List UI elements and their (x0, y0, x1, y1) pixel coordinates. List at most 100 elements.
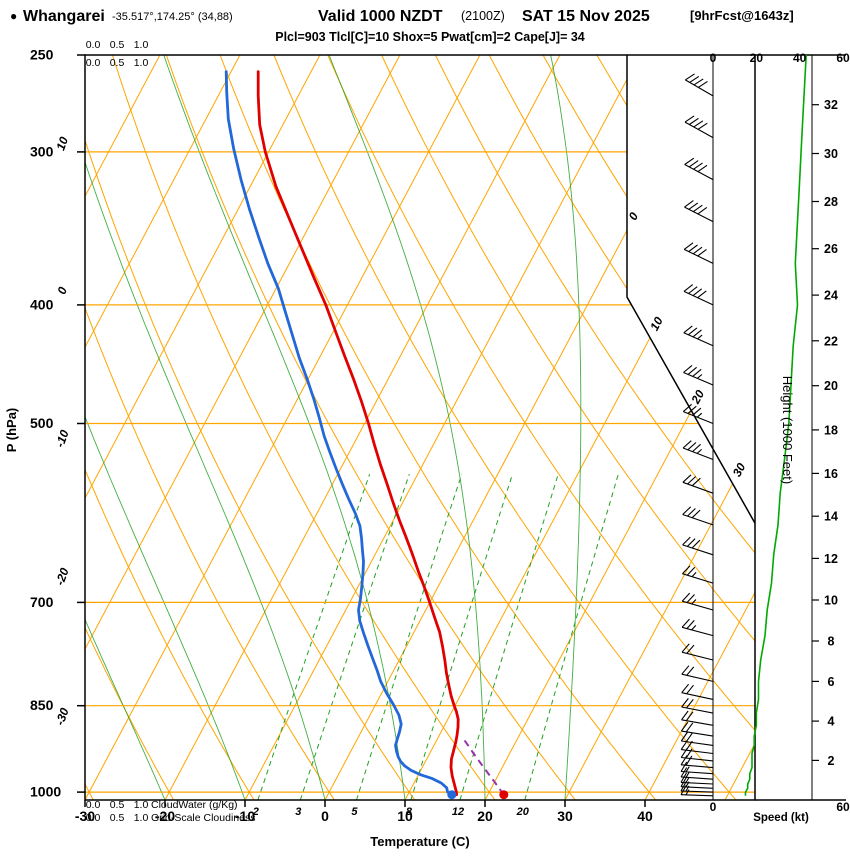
wind-barb-half-feather (685, 766, 690, 773)
wind-barb-staff (683, 332, 714, 347)
wind-barb-half-feather (691, 572, 697, 578)
pressure-tick-label: 850 (30, 697, 54, 713)
valid-time: Valid 1000 NZDT (318, 8, 443, 25)
height-tick-label: 24 (824, 289, 838, 303)
wind-barb-feather (681, 710, 689, 721)
speed-tick-label-bottom: 60 (836, 800, 850, 814)
wind-barb-feather (684, 115, 695, 123)
mixing-ratio-line (459, 474, 559, 800)
height-tick-label: 2 (828, 754, 835, 768)
wind-barb-feather (691, 477, 701, 487)
temp-axis-label: Temperature (C) (370, 834, 469, 849)
dry-adiabat-line (85, 55, 335, 800)
mixing-ratio-label: 12 (452, 806, 464, 818)
height-axis-label: Height (1000 Feet) (780, 376, 795, 484)
isotherm-edge-label: 20 (688, 387, 707, 407)
wind-barb-feather (693, 204, 703, 213)
dry-adiabat-line (273, 55, 737, 800)
wind-barbs-column (680, 73, 714, 797)
station-coords: -35.517°,174.25° (34,88) (112, 11, 233, 23)
wind-barb-staff (681, 626, 714, 637)
mixing-ratio-line (356, 474, 463, 800)
cloudiness-scale-tick: 0.5 (110, 812, 125, 824)
temp-tick-label: 10 (397, 808, 413, 824)
cloudwater-scale-tick: 0.0 (86, 39, 101, 51)
wind-barb-feather (697, 80, 708, 88)
wind-barb-half-feather (697, 374, 703, 379)
height-tick-label: 30 (824, 147, 838, 161)
temp-tick-label: 0 (321, 808, 329, 824)
temp-tick-label: 20 (477, 808, 493, 824)
wind-barb-feather (686, 698, 694, 709)
isotherm-line (85, 55, 241, 800)
moist-adiabat-line (85, 55, 246, 800)
isotherm-line (164, 55, 561, 800)
wind-barb-feather (691, 539, 701, 549)
height-tick-label: 18 (824, 423, 838, 437)
wind-barb-staff (685, 79, 714, 97)
height-tick-label: 8 (828, 634, 835, 648)
isotherm-line (644, 55, 755, 800)
wind-barb-staff (683, 371, 714, 386)
wind-barb-staff (683, 248, 714, 264)
dry-adiabat-line (381, 55, 755, 800)
wind-barb-feather (691, 509, 701, 519)
mixing-ratio-label: 8 (406, 806, 413, 818)
wind-barb-feather (687, 327, 698, 336)
isotherm-line (85, 55, 321, 800)
dry-adiabat-line (219, 55, 657, 800)
isotherm-line (85, 55, 481, 800)
wind-barb-feather (681, 665, 690, 675)
isotherm-line (564, 55, 755, 800)
cloudiness-scale-tick: 0.0 (86, 812, 101, 824)
wind-barb-feather (682, 440, 692, 449)
moist-adiabat-line (163, 55, 406, 800)
wind-barb-feather (685, 748, 693, 759)
wind-barb-half-feather (696, 448, 702, 454)
pressure-tick-label: 700 (30, 594, 54, 610)
temp-tick-label: -30 (75, 808, 95, 824)
wind-barb-feather (680, 747, 688, 758)
moist-adiabat-line (85, 55, 326, 800)
dry-adiabat-line (488, 55, 755, 800)
wind-barb-feather (687, 442, 697, 451)
wind-barb-feather (692, 329, 702, 338)
wind-barb-feather (693, 78, 704, 86)
height-tick-label: 4 (828, 715, 835, 729)
wind-barb-feather (697, 164, 708, 173)
cloudiness-scale-tick: 1.0 (134, 57, 149, 69)
wind-barb-feather (682, 565, 691, 575)
params-line: Plcl=903 Tlcl[C]=10 Shox=5 Pwat[cm]=2 Ca… (275, 30, 585, 44)
isotherm-line (85, 55, 161, 800)
temperature-curve (256, 70, 460, 797)
isotherm-line (484, 55, 755, 800)
wind-barb-staff (681, 764, 714, 769)
wind-barb-feather (693, 162, 703, 170)
wind-barb-feather (684, 157, 695, 165)
wind-barb-feather (680, 781, 687, 792)
isotherm-edge-label: 30 (730, 460, 749, 479)
forecast-info: [9hrFcst@1643z] (690, 8, 794, 23)
wind-barb-feather (692, 246, 703, 255)
wind-barb-feather (692, 288, 703, 297)
height-tick-label: 16 (824, 467, 838, 481)
wind-barb-feather (681, 592, 691, 602)
height-tick-label: 12 (824, 552, 838, 566)
wind-barb-feather (686, 566, 696, 576)
wind-barb-feather (680, 761, 688, 772)
mixing-ratio-line (524, 474, 619, 800)
mixing-ratio-label: 5 (351, 806, 358, 818)
wind-barb-feather (680, 731, 689, 742)
wind-barb-staff (682, 447, 714, 461)
wind-barb-feather (686, 684, 694, 695)
surface-dewpoint-dot (447, 790, 457, 800)
wind-barb-feather (681, 618, 690, 628)
cloudiness-scale-tick: 0.5 (110, 57, 125, 69)
wind-barb-half-feather (696, 412, 703, 418)
wind-barb-half-feather (685, 785, 690, 792)
speed-tick-label-top: 20 (750, 51, 764, 65)
wind-barb-feather (686, 538, 696, 547)
wind-barb-feather (686, 666, 695, 676)
wind-barb-feather (682, 403, 692, 413)
wind-barb-feather (682, 536, 691, 546)
